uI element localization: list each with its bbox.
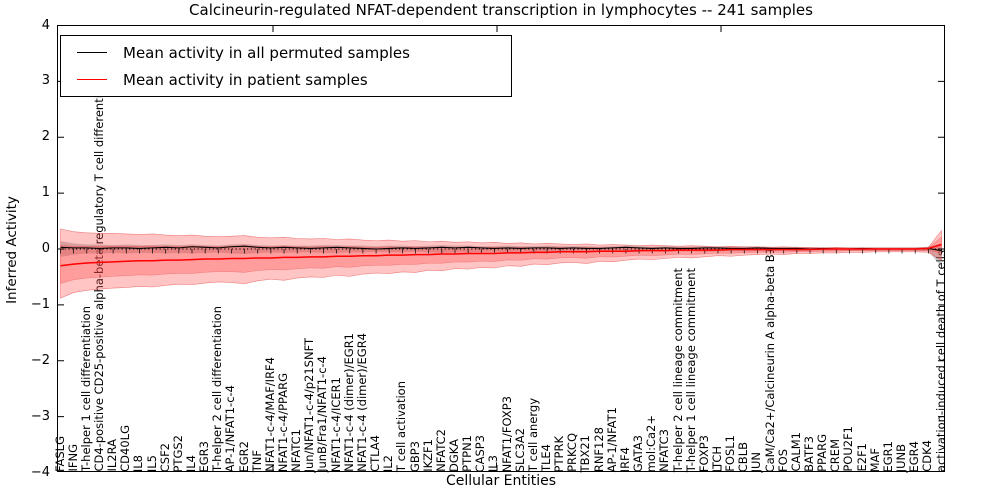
chart-title: Calcineurin-regulated NFAT-dependent tra…: [189, 1, 813, 19]
y-tick-label: 1: [41, 185, 50, 201]
y-tick-label: 2: [41, 129, 50, 145]
legend-line-sample-red: [77, 79, 107, 80]
y-tick-label: −4: [30, 464, 50, 480]
legend-label-permuted: Mean activity in all permuted samples: [123, 43, 410, 62]
y-tick-label: 3: [41, 73, 50, 89]
y-tick-label: −3: [30, 408, 50, 424]
legend-item-patient: Mean activity in patient samples: [69, 66, 503, 93]
y-tick-label: 4: [41, 17, 50, 33]
legend-label-patient: Mean activity in patient samples: [123, 70, 368, 89]
legend-line-sample-black: [77, 52, 107, 53]
y-tick-label: 0: [41, 241, 50, 256]
y-tick-label: −1: [30, 296, 50, 312]
legend-item-permuted: Mean activity in all permuted samples: [69, 39, 503, 66]
legend: Mean activity in all permuted samples Me…: [60, 35, 512, 97]
chart-canvas: [57, 25, 945, 472]
y-tick-label: −2: [30, 352, 50, 368]
x-axis-label: Cellular Entities: [445, 473, 557, 489]
